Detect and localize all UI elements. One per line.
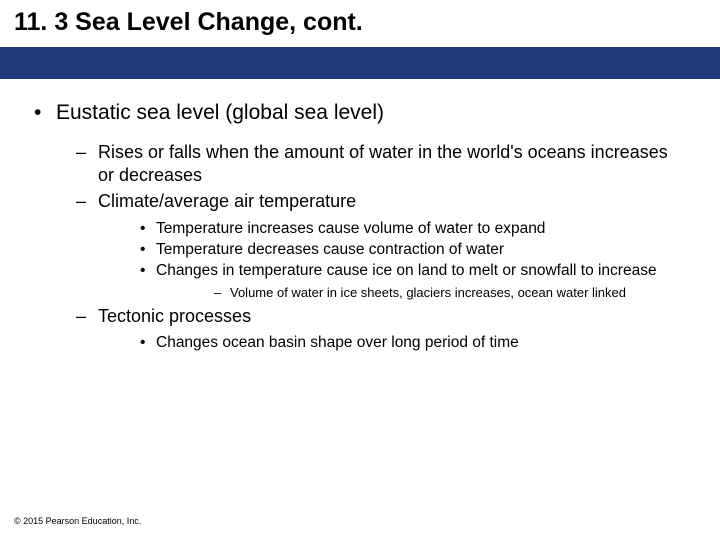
title-bar: 11. 3 Sea Level Change, cont. — [0, 0, 720, 47]
bullet-l2-text: Climate/average air temperature — [98, 191, 356, 211]
bullet-l1-text: Eustatic sea level (global sea level) — [56, 101, 384, 124]
bullet-l3: Temperature decreases cause contraction … — [98, 240, 686, 259]
bullet-l3: Temperature increases cause volume of wa… — [98, 219, 686, 238]
bullet-l2: Climate/average air temperature Temperat… — [56, 190, 686, 301]
bullet-l3: Changes in temperature cause ice on land… — [98, 261, 686, 301]
bullet-l2: Rises or falls when the amount of water … — [56, 141, 686, 186]
slide-content: Eustatic sea level (global sea level) Ri… — [0, 79, 720, 353]
bullet-l2-text: Tectonic processes — [98, 306, 251, 326]
bullet-l4: Volume of water in ice sheets, glaciers … — [156, 285, 686, 301]
bullet-l1: Eustatic sea level (global sea level) Ri… — [34, 101, 686, 353]
slide-title: 11. 3 Sea Level Change, cont. — [14, 8, 706, 37]
copyright-footer: © 2015 Pearson Education, Inc. — [14, 516, 141, 526]
header-band — [0, 47, 720, 79]
bullet-l3-text: Changes in temperature cause ice on land… — [156, 262, 657, 279]
bullet-l3: Changes ocean basin shape over long peri… — [98, 333, 686, 352]
bullet-l2: Tectonic processes Changes ocean basin s… — [56, 305, 686, 353]
